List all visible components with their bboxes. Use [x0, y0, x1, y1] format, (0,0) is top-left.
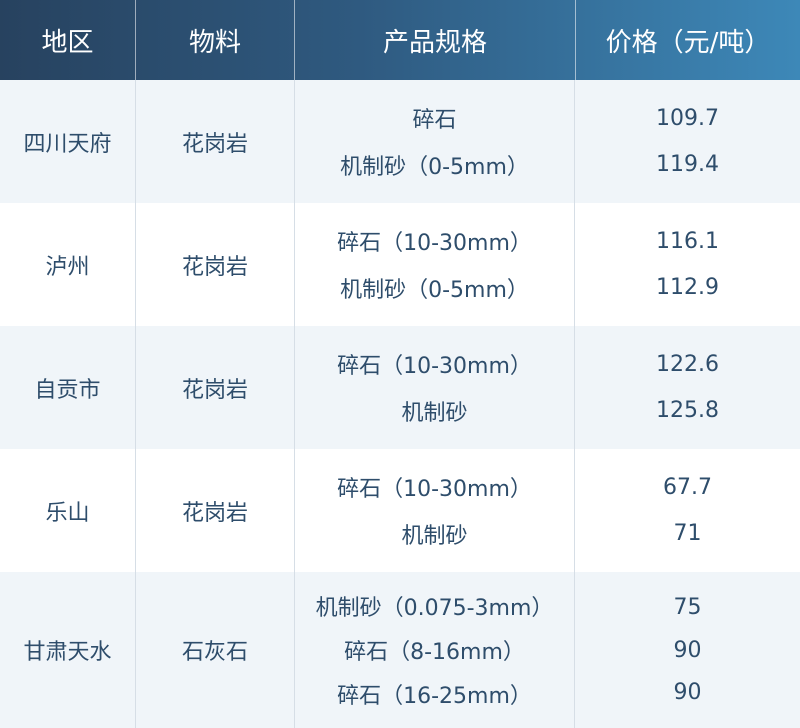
material-cell: 石灰石 [136, 572, 295, 728]
table-row: 泸州 花岗岩 碎石（10-30mm） 机制砂（0-5mm） 116.1 112.9 [0, 203, 800, 326]
price-text: 116.1 [656, 229, 719, 255]
spec-cell: 碎石机制砂（0-5mm） [295, 80, 575, 203]
table-row: 甘肃天水 石灰石 机制砂（0.075-3mm） 碎石（8-16mm） 碎石（16-25m… [0, 572, 800, 728]
spec-text: 碎石（10-30mm） [337, 230, 532, 256]
table-row: 四川天府 花岗岩 碎石 机制砂（0-5mm） 109.7 119.4 [0, 80, 800, 203]
price-cell: 122.6 125.8 [575, 326, 800, 449]
spec-text: 碎石（10-30mm） [337, 353, 532, 379]
region-cell: 四川天府 [0, 80, 136, 203]
price-text: 122.6 [656, 352, 719, 378]
price-text: 90 [673, 637, 702, 663]
table-row: 自贡市 花岗岩 碎石（10-30mm） 机制砂 122.6 125.8 [0, 326, 800, 449]
spec-cell: 碎石（10-30mm） 机制砂（0-5mm） [295, 203, 575, 326]
spec-text: 机制砂（0.075-3mm） [315, 596, 554, 621]
header-spec: 产品规格 [295, 0, 576, 80]
price-text: 90 [673, 679, 702, 705]
spec-cell: 机制砂（0.075-3mm） 碎石（8-16mm） 碎石（16-25mm） [295, 572, 575, 728]
price-text: 67.7 [663, 475, 712, 501]
price-cell: 75 90 90 [575, 572, 800, 728]
spec-text: 机制砂（0-5mm） [340, 278, 529, 304]
spec-text: 机制砂（0-5mm） [340, 155, 529, 181]
spec-text: 机制砂 [401, 524, 468, 550]
spec-text: 碎石（10-30mm） [337, 476, 532, 502]
table-header: 地区 物料 产品规格 价格（元/吨） [0, 0, 800, 80]
region-cell: 乐山 [0, 449, 136, 572]
price-cell: 116.1 112.9 [575, 203, 800, 326]
header-material: 物料 [136, 0, 295, 80]
spec-cell: 碎石（10-30mm） 机制砂 [295, 326, 575, 449]
material-cell: 花岗岩 [136, 449, 295, 572]
header-region: 地区 [0, 0, 136, 80]
price-text: 71 [673, 520, 702, 546]
price-text: 112.9 [656, 274, 719, 300]
spec-text: 碎石（8-16mm） [344, 640, 525, 665]
material-cell: 花岗岩 [136, 203, 295, 326]
spec-text: 碎石 [412, 107, 457, 133]
table-row: 乐山 花岗岩 碎石（10-30mm） 机制砂 67.7 71 [0, 449, 800, 572]
price-text: 125.8 [656, 397, 719, 423]
spec-text: 碎石（16-25mm） [337, 684, 532, 709]
price-text: 119.4 [656, 151, 719, 177]
price-text: 109.7 [656, 106, 719, 132]
region-cell: 甘肃天水 [0, 572, 136, 728]
spec-cell: 碎石（10-30mm） 机制砂 [295, 449, 575, 572]
spec-text: 机制砂 [401, 401, 468, 427]
header-price: 价格（元/吨） [605, 27, 771, 58]
region-cell: 泸州 [0, 203, 136, 326]
material-cell: 花岗岩 [136, 326, 295, 449]
price-text: 75 [673, 595, 702, 621]
table-body: 四川天府 花岗岩 碎石 机制砂（0-5mm） 109.7 119.4 泸州 花岗岩 碎石（10-… [0, 80, 800, 728]
price-cell: 109.7 119.4 [575, 80, 800, 203]
price-cell: 67.7 71 [575, 449, 800, 572]
material-cell: 花岗岩 [136, 80, 295, 203]
region-cell: 自贡市 [0, 326, 136, 449]
